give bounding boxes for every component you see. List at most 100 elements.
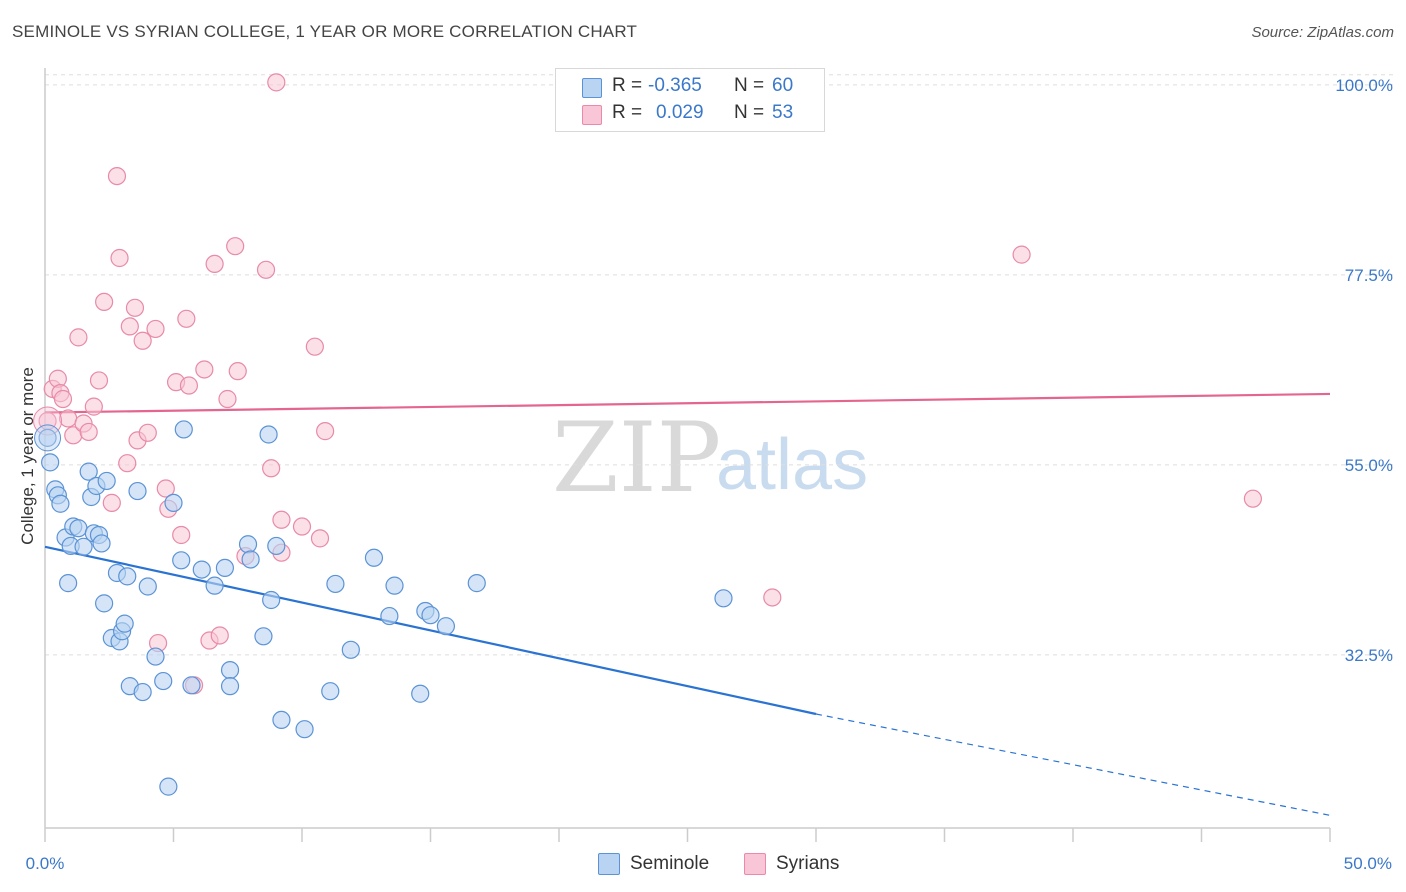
syrians-point [262,459,281,478]
seminole-point [69,519,88,538]
syrians-point [84,397,103,416]
seminole-point [241,550,260,569]
seminole-point [74,537,93,556]
seminole-point [326,574,345,594]
seminole-point [467,574,486,593]
chart-source: Source: ZipAtlas.com [1251,24,1394,41]
syrians-point [179,376,199,395]
seminole-point [51,494,70,513]
y-tick-label: 100.0% [1335,76,1393,95]
seminole-point [364,548,384,567]
y-tick-label: 77.5% [1345,266,1393,285]
seminole-point [321,682,340,701]
seminole-points [34,420,733,796]
seminole-point [128,481,147,501]
seminole-point [267,536,286,556]
syrians-point [95,292,114,312]
syrians-point [310,529,330,548]
syrians-point [53,389,73,409]
syrians-point [305,337,324,356]
syrians-point [226,237,245,256]
syrians-point [107,166,127,186]
syrians-r-value: 0.029 [656,102,704,123]
seminole-point [238,535,258,554]
seminole-legend-label: Seminole [630,853,710,874]
syrians-point [256,260,276,279]
seminole-point [295,720,314,739]
seminole-swatch [582,78,602,98]
seminole-point [215,558,234,578]
syrians-point [120,317,139,336]
watermark: ZIP atlas [552,402,868,514]
seminole-point [272,710,291,730]
seminole-point [262,590,281,610]
syrians-points [33,73,1263,695]
seminole-point [380,606,399,626]
syrians-point [205,254,224,274]
syrians-point [89,371,109,390]
seminole-trend-extension [815,713,1331,816]
seminole-point [97,471,116,491]
seminole-legend-swatch [598,853,620,875]
syrians-point [228,362,247,381]
seminole-point [385,576,404,595]
syrians-point [272,510,291,529]
syrians-point [267,73,286,92]
seminole-point [714,589,733,608]
syrians-point [110,248,129,268]
seminole-r-value: -0.365 [648,75,702,96]
seminole-point [220,660,240,680]
syrians-point [59,409,78,428]
syrians-point [210,626,229,645]
seminole-point [41,453,60,472]
syrians-n-value: 53 [772,102,794,123]
seminole-point [118,567,137,586]
seminole-point [79,462,98,481]
seminole-point [421,606,440,625]
chart-title: SEMINOLE VS SYRIAN COLLEGE, 1 YEAR OR MO… [12,22,638,41]
seminole-point [164,493,183,512]
seminole-n-label: N = [734,75,765,96]
syrians-point [763,588,782,607]
seminole-point [182,676,201,695]
syrians-swatch [582,105,602,125]
seminole-trend-line [44,545,817,716]
seminole-point [138,577,157,596]
watermark-zip: ZIP [552,402,721,514]
syrians-point [195,360,214,379]
syrians-trend-line [44,392,1331,414]
syrians-point [69,328,88,347]
seminole-point [174,420,193,439]
seminole-point [95,594,114,613]
seminole-point [159,777,178,796]
syrians-point [172,525,191,545]
seminole-point [154,671,173,691]
seminole-point [115,614,134,633]
syrians-point [118,454,137,473]
syrians-r-label: R = [612,102,643,123]
seminole-point [411,684,430,703]
seminole-r-label: R = [612,75,643,96]
seminole-point [220,677,240,696]
syrians-point [146,319,165,339]
syrians-point [156,479,175,498]
seminole-point [205,576,224,595]
seminole-point [146,647,165,666]
trend-lines [44,392,1331,816]
syrians-point [125,298,145,317]
seminole-point [254,627,273,646]
syrians-point [79,422,98,442]
syrians-point [102,493,121,512]
y-tick-label: 55.0% [1345,456,1393,475]
seminole-n-value: 60 [772,75,794,96]
syrians-legend-swatch [744,853,766,875]
y-tick-label: 32.5% [1345,646,1393,665]
syrians-point [138,423,157,442]
syrians-point [1243,489,1263,508]
seminole-point [436,617,456,636]
seminole-point [59,574,78,593]
seminole-point [192,560,211,579]
seminole-point [133,682,152,702]
seminole-point [34,424,62,452]
